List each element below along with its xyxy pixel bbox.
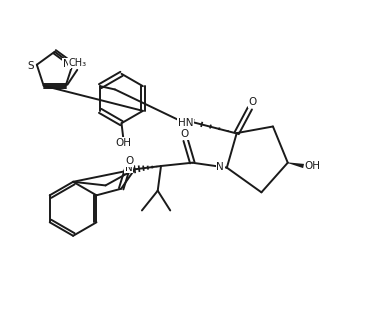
Text: CH₃: CH₃: [69, 58, 87, 68]
Polygon shape: [288, 162, 304, 168]
Text: S: S: [28, 61, 34, 71]
Text: OH: OH: [115, 138, 131, 148]
Text: N: N: [63, 59, 70, 69]
Text: N: N: [125, 163, 133, 173]
Text: N: N: [216, 162, 224, 172]
Text: O: O: [125, 156, 133, 166]
Text: O: O: [181, 129, 189, 139]
Text: OH: OH: [304, 161, 321, 171]
Text: O: O: [248, 98, 256, 108]
Text: HN: HN: [178, 118, 194, 128]
